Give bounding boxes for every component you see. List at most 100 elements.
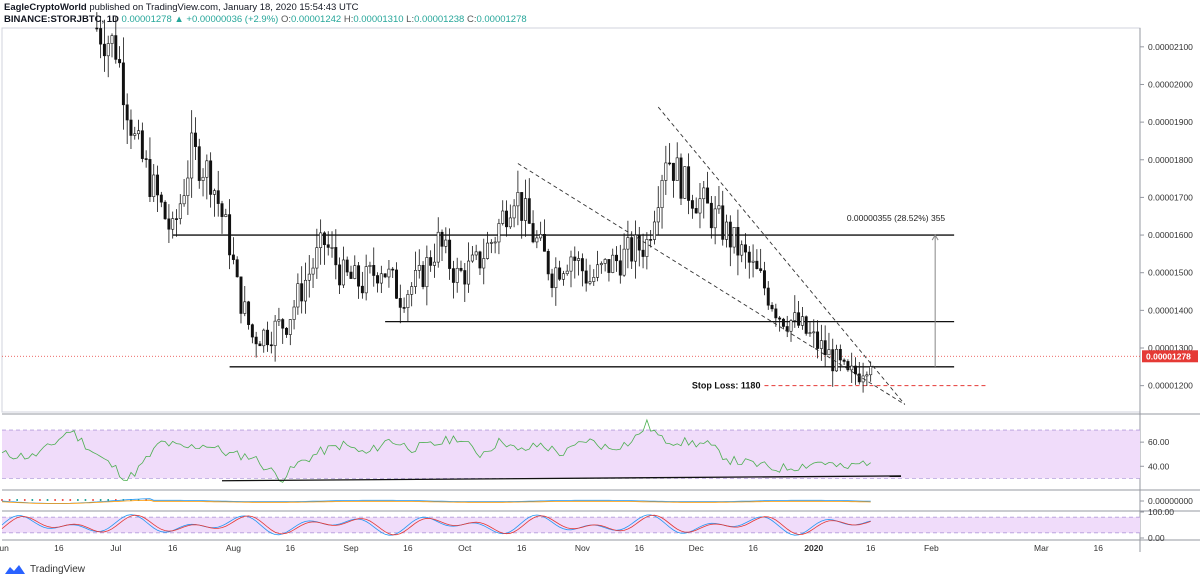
candle-body: [364, 266, 368, 294]
rsi-line: [1, 418, 871, 483]
candle-body: [334, 247, 338, 266]
candle-body: [190, 132, 194, 179]
candle: [482, 238, 486, 285]
candle-body: [751, 260, 755, 263]
candle: [425, 245, 429, 306]
candle-body: [254, 336, 258, 345]
candle-body: [550, 273, 554, 289]
candle-body: [228, 214, 232, 256]
candle-body: [740, 244, 744, 256]
candle: [402, 297, 406, 313]
candle-body: [546, 251, 550, 275]
candle-body: [118, 59, 122, 64]
candle: [554, 257, 558, 306]
candle: [247, 300, 251, 330]
candle: [406, 289, 410, 322]
high-value: 0.00001310: [353, 14, 404, 25]
candle-body: [395, 269, 398, 299]
horizontal-levels: Stop Loss: 1180 0.00000355 (28.52%) 355: [2, 213, 1140, 391]
candle: [846, 359, 850, 372]
candle: [516, 170, 520, 226]
candle-body: [224, 214, 228, 217]
candle-body: [140, 130, 144, 159]
candle: [432, 243, 436, 278]
candle: [360, 271, 364, 299]
candle-body: [353, 265, 357, 279]
candle-body: [114, 35, 118, 60]
candle-body: [178, 203, 182, 219]
candle: [736, 209, 740, 276]
candle-body: [641, 249, 645, 257]
candle: [656, 186, 660, 236]
candle: [793, 295, 797, 328]
candle: [322, 231, 326, 265]
candle-body: [816, 331, 820, 349]
candle: [626, 220, 630, 269]
brand-label[interactable]: TradingView: [30, 563, 86, 575]
candle-body: [281, 319, 285, 329]
candle: [561, 270, 565, 286]
candle: [489, 239, 493, 254]
candle-body: [448, 239, 452, 269]
candle-body: [315, 247, 319, 269]
candle-body: [501, 210, 505, 224]
candle-body: [322, 232, 326, 246]
candle-body: [99, 28, 103, 45]
candle-body: [713, 208, 717, 229]
candle: [413, 251, 417, 294]
publish-header: EagleCryptoWorld published on TradingVie…: [4, 2, 359, 13]
candle-body: [383, 273, 387, 278]
candle: [277, 307, 281, 326]
close-label: C:: [466, 14, 477, 25]
candle: [755, 249, 759, 270]
candle: [539, 221, 543, 241]
candle-body: [516, 192, 520, 207]
candle-body: [167, 218, 171, 230]
macd-histogram-bar: [92, 499, 94, 501]
symbol-label[interactable]: BINANCE:STORJBTC, 1D: [4, 14, 119, 25]
rsi-pane: 60.00 40.00: [1, 418, 1170, 483]
candle: [709, 195, 713, 239]
x-tick-label: 16: [748, 543, 758, 553]
candle-body: [592, 277, 596, 282]
candle-body: [599, 263, 603, 266]
candle-body: [626, 237, 630, 250]
candle-body: [709, 202, 713, 229]
candle-body: [808, 332, 812, 334]
candle: [751, 244, 755, 278]
candle: [569, 250, 573, 288]
macd-histogram-bar: [99, 499, 102, 501]
author-name[interactable]: EagleCryptoWorld: [4, 2, 87, 13]
candle: [201, 168, 205, 197]
candle: [671, 162, 675, 198]
trendlines: [517, 106, 906, 405]
candle: [186, 160, 190, 215]
candle-body: [524, 198, 527, 221]
candle: [478, 250, 482, 276]
macd-histogram-bar: [39, 499, 41, 501]
candle: [140, 122, 144, 163]
candle: [687, 153, 691, 215]
candle-body: [406, 294, 410, 308]
candle-body: [444, 239, 448, 247]
y-tick-label: 0.00001200: [1148, 381, 1193, 391]
publish-info: published on TradingView.com, January 18…: [89, 2, 359, 13]
x-tick-label: 16: [286, 543, 296, 553]
candle-body: [417, 265, 421, 271]
x-tick-label: 16: [54, 543, 64, 553]
candle-body: [778, 317, 782, 320]
candle: [744, 233, 747, 269]
candle-body: [747, 251, 751, 263]
macd-histogram-bar: [16, 499, 18, 501]
candle-body: [615, 254, 618, 262]
candle: [398, 284, 402, 324]
x-tick-label: Sep: [343, 543, 358, 553]
candle: [649, 230, 653, 248]
candle: [448, 228, 452, 280]
candle: [216, 170, 220, 217]
candle: [273, 315, 277, 362]
candle: [410, 282, 414, 307]
candle: [440, 229, 444, 262]
candle: [357, 261, 361, 299]
